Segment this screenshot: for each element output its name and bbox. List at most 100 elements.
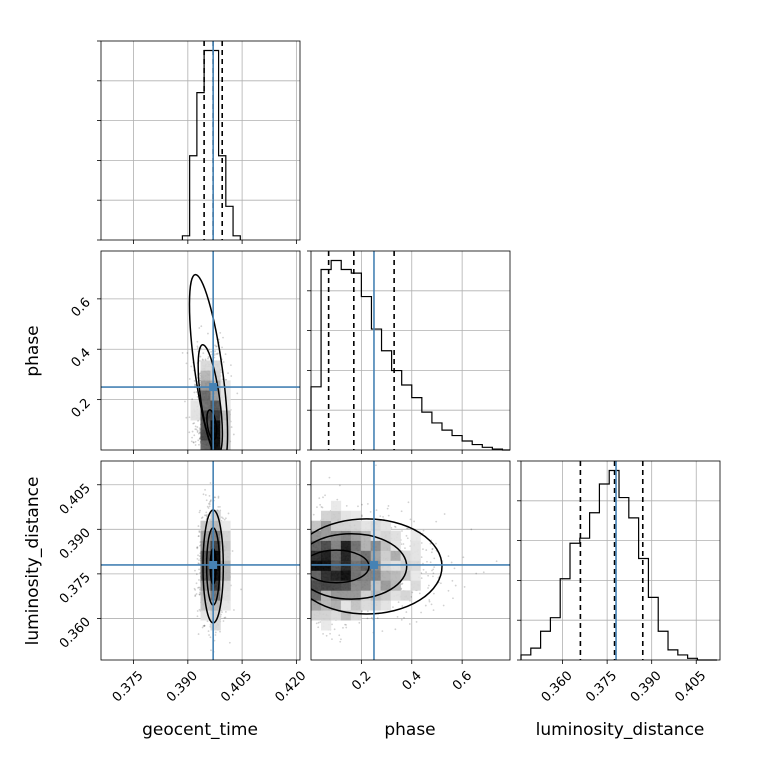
sample-point [209, 503, 211, 505]
sample-point [420, 577, 423, 580]
sample-point [387, 514, 390, 517]
y-tick-label: 0.4 [69, 345, 94, 370]
sample-point [194, 440, 197, 443]
sample-point [453, 567, 456, 570]
sample-point [198, 593, 201, 596]
sample-point [329, 632, 331, 635]
sample-point [408, 623, 411, 625]
sample-point [199, 591, 201, 594]
sample-point [181, 352, 184, 354]
sample-point [217, 505, 220, 508]
sample-point [195, 573, 198, 576]
sample-point [204, 358, 207, 361]
sample-point [217, 495, 220, 498]
sample-point [219, 331, 222, 334]
sample-point [322, 496, 324, 499]
histogram-step [181, 49, 241, 240]
sample-point [214, 631, 217, 634]
density-cell [220, 420, 231, 431]
sample-point [194, 425, 197, 428]
density-cell [190, 410, 201, 421]
sample-point [232, 433, 235, 436]
sample-point [199, 509, 201, 512]
sample-point [198, 568, 200, 571]
sample-point [208, 501, 211, 504]
sample-point [197, 432, 200, 435]
sample-point [215, 345, 218, 348]
panel-background [101, 41, 300, 240]
sample-point [207, 332, 209, 335]
sample-point [198, 431, 201, 434]
sample-point [320, 505, 323, 508]
sample-point [197, 525, 200, 527]
sample-point [198, 360, 201, 362]
sample-point [194, 595, 197, 598]
sample-point [227, 512, 230, 515]
sample-point [432, 568, 435, 571]
sample-point [209, 482, 212, 484]
sample-point [190, 440, 193, 443]
density-cell [220, 550, 231, 561]
sample-point [196, 431, 199, 433]
sample-point [231, 550, 234, 552]
sample-point [463, 586, 466, 588]
histogram-step [310, 259, 510, 451]
sample-point [394, 526, 397, 528]
sample-point [397, 601, 400, 604]
sample-point [195, 582, 198, 585]
sample-point [190, 365, 193, 368]
density-cell [210, 610, 221, 621]
sample-point [208, 518, 211, 521]
sample-point [196, 426, 199, 428]
sample-point [208, 505, 211, 508]
sample-point [217, 496, 220, 499]
density-cell [210, 580, 221, 591]
sample-point [194, 384, 197, 386]
density-cell [220, 430, 231, 441]
sample-point [338, 634, 341, 637]
sample-point [197, 535, 200, 538]
density-cell [220, 600, 231, 611]
density-cell [210, 510, 221, 521]
sample-point [199, 429, 201, 431]
sample-point [222, 620, 225, 622]
sample-point [401, 605, 404, 607]
sample-point [205, 515, 208, 518]
sample-point [447, 555, 450, 558]
sample-point [191, 398, 194, 401]
density-cell [220, 400, 231, 411]
sample-point [475, 572, 478, 575]
density-cell [210, 600, 221, 611]
sample-point [428, 600, 431, 603]
sample-point [431, 569, 433, 572]
density-cell [220, 410, 231, 421]
y-tick-label: 0.375 [57, 570, 94, 607]
sample-point [322, 632, 324, 635]
sample-point [221, 346, 223, 349]
density-cell [200, 430, 211, 441]
sample-point [205, 511, 208, 514]
sample-point [197, 439, 200, 442]
density-cell [210, 620, 221, 631]
sample-point [202, 352, 205, 355]
sample-point [223, 518, 226, 521]
sample-point [452, 597, 454, 600]
sample-point [197, 586, 199, 589]
sample-point [435, 542, 437, 545]
density-cell [190, 400, 201, 411]
sample-point [193, 391, 196, 394]
density-cell [220, 580, 231, 591]
density-cell [200, 370, 211, 381]
density-cell [200, 440, 211, 450]
x-tick-label: 0.420 [273, 668, 310, 705]
sample-point [188, 378, 191, 380]
sample-point [207, 630, 210, 633]
density-cell [220, 570, 231, 581]
sample-point [196, 347, 199, 349]
panel-border [100, 250, 301, 451]
sample-point [198, 544, 201, 547]
sample-point [209, 636, 212, 639]
sample-point [196, 546, 198, 549]
sample-point [197, 554, 199, 557]
